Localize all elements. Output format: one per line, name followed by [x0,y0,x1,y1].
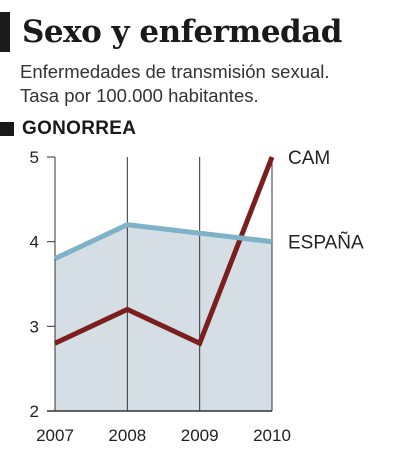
series-label-españa: ESPAÑA [288,232,364,254]
chart-subtitle: Enfermedades de transmisión sexual. Tasa… [20,60,330,108]
series-label-cam: CAM [288,148,330,169]
x-tick-label-2009: 2009 [181,426,219,445]
x-tick-label-2008: 2008 [108,426,146,445]
section-marker [0,122,14,136]
subtitle-line-2: Tasa por 100.000 habitantes. [20,85,259,106]
y-tick-label-2: 2 [30,402,39,421]
section-heading: GONORREA [0,118,136,140]
y-tick-label-4: 4 [30,233,39,252]
title-accent-bar [0,12,10,52]
title-block: Sexo y enfermedad [0,12,342,52]
x-tick-label-2010: 2010 [253,426,291,445]
chart-title: Sexo y enfermedad [22,14,342,50]
series-line-cam [53,156,275,347]
series-line-españa [53,222,273,261]
y-tick-label-3: 3 [30,317,39,336]
x-tick-label-2007: 2007 [36,426,74,445]
area-fill [55,224,272,411]
section-label: GONORREA [22,118,137,139]
subtitle-line-1: Enfermedades de transmisión sexual. [20,61,330,82]
y-tick-label-5: 5 [30,148,39,167]
